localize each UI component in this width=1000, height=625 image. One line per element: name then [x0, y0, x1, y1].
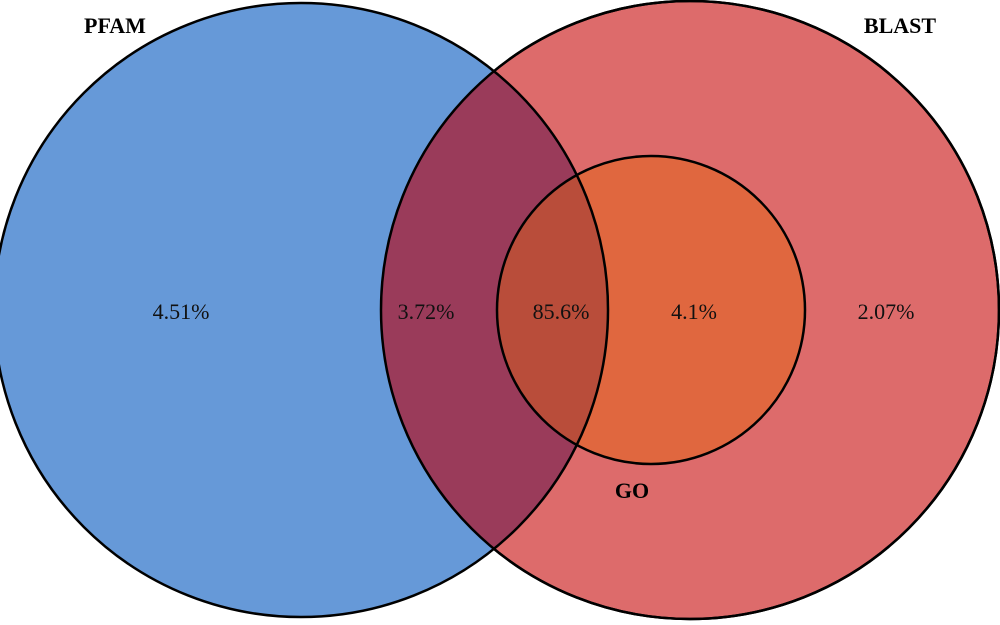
go-label: GO	[615, 478, 649, 503]
pfam-outline	[0, 1, 610, 619]
blast-outline	[379, 0, 1000, 621]
go-outline	[495, 154, 807, 466]
region-blast-only-value: 2.07%	[858, 299, 915, 324]
region-blast-go-value: 4.1%	[671, 299, 717, 324]
blast-label: BLAST	[864, 13, 936, 38]
region-pfam-blast-value: 3.72%	[398, 299, 455, 324]
pfam-blast-go-overlap	[497, 156, 608, 464]
region-pfam-blast-go-value: 85.6%	[533, 299, 590, 324]
region-pfam-only-value: 4.51%	[153, 299, 210, 324]
pfam-label: PFAM	[84, 13, 146, 38]
pfam-blast-overlap	[381, 3, 608, 617]
